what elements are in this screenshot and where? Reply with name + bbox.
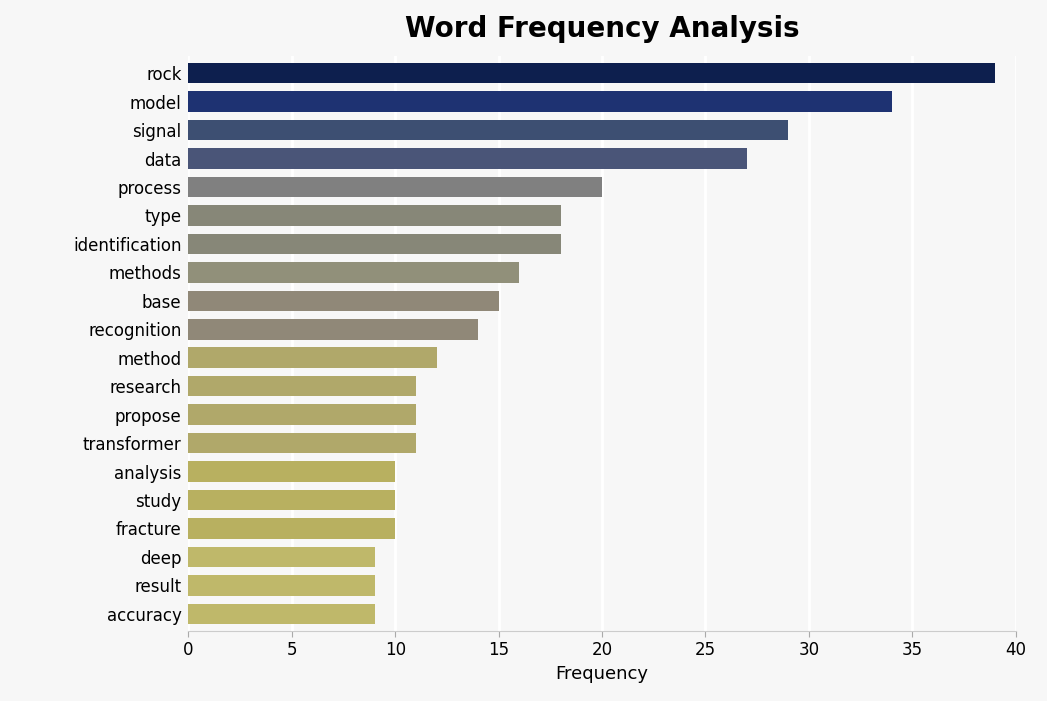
Bar <box>188 348 437 368</box>
Bar <box>188 604 375 624</box>
Bar <box>188 461 395 482</box>
Bar <box>188 490 395 510</box>
Bar <box>188 518 395 538</box>
Bar <box>188 149 747 169</box>
Bar <box>188 233 561 254</box>
Bar <box>188 205 561 226</box>
Bar <box>188 433 416 454</box>
Bar <box>188 404 416 425</box>
Bar <box>188 262 519 283</box>
Bar <box>188 290 498 311</box>
Bar <box>188 177 602 197</box>
X-axis label: Frequency: Frequency <box>556 665 648 683</box>
Bar <box>188 376 416 397</box>
Bar <box>188 120 788 140</box>
Bar <box>188 547 375 567</box>
Bar <box>188 91 891 112</box>
Title: Word Frequency Analysis: Word Frequency Analysis <box>405 15 799 43</box>
Bar <box>188 575 375 596</box>
Bar <box>188 63 995 83</box>
Bar <box>188 319 477 339</box>
